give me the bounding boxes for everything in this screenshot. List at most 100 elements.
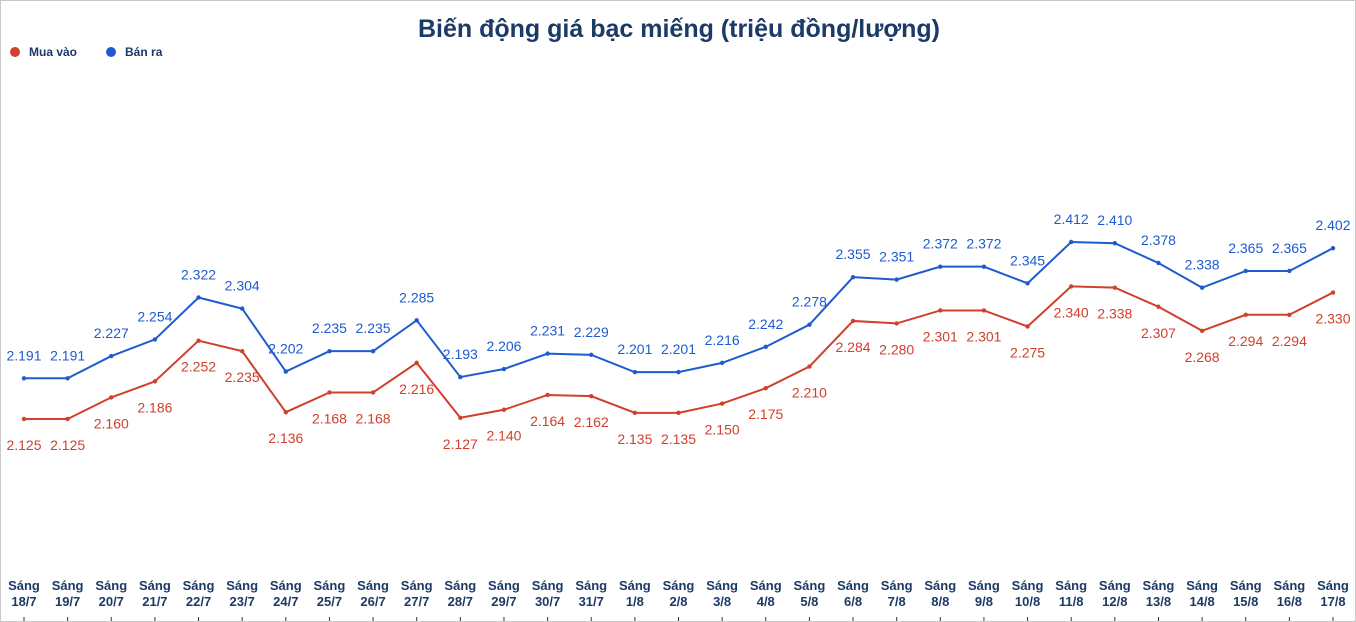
point — [632, 410, 638, 416]
data-label: 2.351 — [879, 249, 914, 265]
data-label: 2.191 — [6, 347, 41, 363]
data-label: 2.338 — [1097, 306, 1132, 322]
data-label: 2.168 — [356, 410, 391, 426]
point — [1243, 268, 1248, 274]
x-tick-label: Sáng 5/8 — [793, 578, 826, 609]
point — [545, 351, 550, 356]
data-label: 2.355 — [836, 246, 871, 262]
data-label: 2.191 — [50, 347, 85, 363]
point — [196, 338, 201, 343]
data-label: 2.294 — [1228, 333, 1263, 349]
point — [807, 322, 812, 327]
data-label: 2.235 — [225, 369, 260, 385]
point — [763, 344, 768, 350]
point — [850, 318, 856, 324]
data-label: 2.202 — [268, 341, 303, 357]
x-tick-label: Sáng 30/7 — [531, 578, 564, 609]
point — [501, 407, 507, 412]
x-tick-label: Sáng 16/8 — [1273, 578, 1306, 609]
point — [1112, 241, 1118, 246]
x-tick-label: Sáng 14/8 — [1186, 578, 1218, 609]
x-tick-label: Sáng 13/8 — [1142, 578, 1175, 609]
x-tick-label: Sáng 29/7 — [488, 578, 520, 609]
data-label: 2.365 — [1228, 240, 1263, 256]
point — [1069, 284, 1074, 289]
point — [327, 390, 332, 395]
point — [1330, 245, 1336, 251]
data-label: 2.307 — [1141, 325, 1176, 341]
x-tick-label: Sáng 28/7 — [444, 578, 477, 609]
point — [1330, 290, 1336, 295]
point — [1156, 304, 1161, 309]
legend-marker — [106, 47, 117, 57]
data-label: 2.285 — [399, 289, 434, 305]
point — [1243, 312, 1248, 317]
data-label: 2.136 — [268, 430, 303, 446]
point — [807, 364, 812, 369]
data-label: 2.275 — [1010, 344, 1045, 360]
point — [1199, 285, 1205, 290]
data-label: 2.301 — [966, 328, 1001, 344]
data-label: 2.322 — [181, 267, 216, 283]
x-tick-label: Sáng 6/8 — [837, 578, 869, 609]
point — [632, 369, 638, 375]
legend-marker — [10, 47, 20, 57]
point — [370, 390, 376, 395]
point — [1287, 268, 1292, 274]
point — [283, 410, 288, 415]
point — [109, 395, 114, 400]
point — [1112, 285, 1118, 290]
point — [1199, 328, 1205, 334]
point — [1069, 239, 1074, 245]
data-label: 2.125 — [50, 437, 85, 453]
data-label: 2.345 — [1010, 252, 1045, 268]
legend-label: Mua vào — [29, 45, 77, 59]
x-tick-label: Sáng 15/8 — [1229, 578, 1262, 609]
data-label: 2.235 — [312, 320, 347, 336]
point — [938, 264, 943, 269]
chart-title: Biến động giá bạc miếng (triệu đồng/lượn… — [418, 15, 940, 43]
x-tick-label: Sáng 20/7 — [95, 578, 128, 609]
point — [719, 401, 725, 406]
series-line — [24, 240, 1334, 380]
point — [894, 321, 899, 326]
point — [152, 379, 158, 384]
point — [894, 277, 899, 282]
data-label: 2.294 — [1272, 333, 1307, 349]
point — [65, 376, 70, 381]
point — [414, 360, 419, 366]
data-label: 2.252 — [181, 359, 216, 375]
point — [676, 369, 681, 375]
point — [239, 348, 245, 354]
point — [981, 264, 987, 269]
data-label: 2.340 — [1054, 304, 1089, 320]
point — [676, 410, 681, 416]
point — [152, 337, 158, 342]
data-label: 2.140 — [486, 428, 521, 444]
data-label: 2.162 — [574, 414, 609, 430]
data-label: 2.135 — [617, 431, 652, 447]
data-label: 2.378 — [1141, 232, 1176, 248]
point — [21, 416, 27, 422]
x-tick-label: Sáng 19/7 — [51, 578, 84, 609]
x-tick-label: Sáng 9/8 — [968, 578, 1000, 609]
point — [1287, 312, 1292, 317]
x-tick-label: Sáng 21/7 — [138, 578, 171, 609]
x-tick-label: Sáng 25/7 — [313, 578, 346, 609]
point — [1156, 260, 1161, 266]
point — [21, 376, 27, 381]
point — [458, 415, 463, 420]
point — [414, 318, 419, 323]
x-tick-label: Sáng 8/8 — [924, 578, 957, 609]
data-label: 2.160 — [94, 415, 129, 431]
data-label: 2.135 — [661, 431, 696, 447]
point — [589, 393, 594, 399]
point — [763, 385, 768, 391]
x-tick-label: Sáng 4/8 — [749, 578, 782, 609]
x-tick-label: Sáng 18/7 — [8, 578, 40, 609]
point — [589, 352, 594, 358]
data-label: 2.365 — [1272, 240, 1307, 256]
x-tick-label: Sáng 17/8 — [1317, 578, 1349, 609]
x-tick-label: Sáng 22/7 — [182, 578, 215, 609]
